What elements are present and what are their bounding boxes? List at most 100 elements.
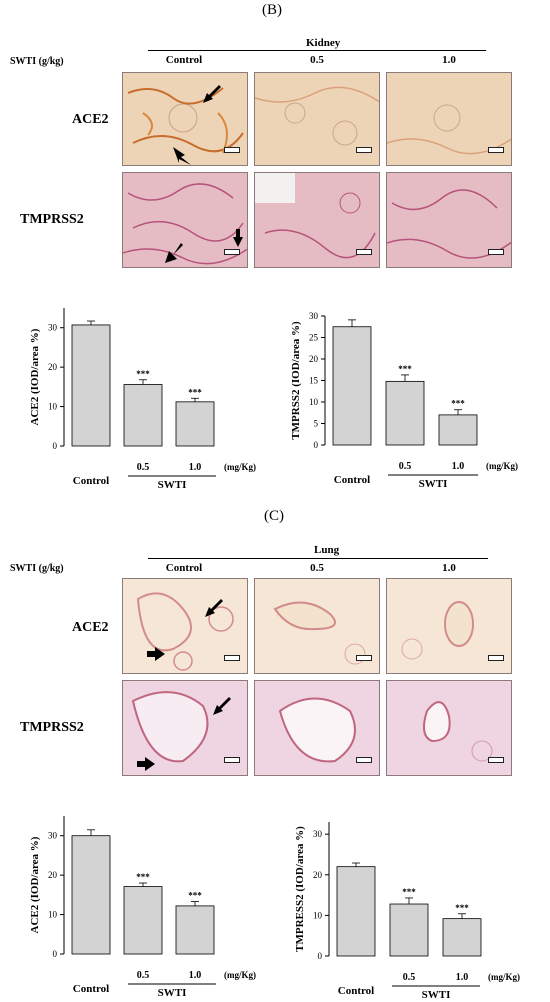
significance-marker: *** bbox=[136, 872, 150, 882]
micrograph-kidney-tmprss2-0.5 bbox=[254, 172, 380, 268]
row-label-ace2-kidney: ACE2 bbox=[72, 112, 109, 127]
micrograph-kidney-ace2-control bbox=[122, 72, 248, 166]
column-label-1.0-kidney: 1.0 bbox=[442, 54, 456, 66]
significance-marker: *** bbox=[188, 891, 202, 901]
arrow-icon bbox=[173, 147, 191, 165]
group-label: SWTI bbox=[422, 989, 451, 1001]
y-tick-label: 0 bbox=[318, 951, 323, 961]
arrow-icon bbox=[147, 647, 165, 661]
x-tick-label-control: Control bbox=[73, 983, 109, 995]
y-tick-label: 10 bbox=[313, 910, 323, 920]
x-tick-label-control: Control bbox=[338, 985, 374, 997]
group-label: SWTI bbox=[419, 478, 448, 490]
arrow-icon bbox=[205, 599, 223, 617]
organ-title-lung: Lung bbox=[314, 544, 340, 556]
group-label: SWTI bbox=[158, 987, 187, 999]
swti-dose-label-lung: SWTI (g/kg) bbox=[10, 563, 64, 574]
significance-marker: *** bbox=[136, 369, 150, 379]
column-label-control-lung: Control bbox=[165, 562, 203, 574]
micrograph-lung-ace2-control bbox=[122, 578, 248, 674]
y-tick-label: 5 bbox=[314, 419, 319, 429]
bar-chart-lung-tmpress2: 0 10 20 30 TMPRESS2 (IOD/area %) Control *** 0.… bbox=[294, 822, 520, 1001]
unit-label: (mg/Kg) bbox=[488, 972, 520, 982]
bar-chart-kidney-ace2: 0 10 20 30 ACE2 (IOD/area %) Control *** 0.5 ***… bbox=[29, 308, 256, 491]
significance-marker: *** bbox=[451, 399, 465, 409]
unit-label: (mg/Kg) bbox=[224, 462, 256, 472]
arrow-icon bbox=[137, 757, 155, 771]
tissue-texture bbox=[136, 592, 234, 671]
tissue-texture bbox=[255, 86, 379, 146]
micrograph-kidney-ace2-0.5 bbox=[254, 72, 380, 166]
scale-bar bbox=[356, 147, 372, 153]
bar-Control bbox=[71, 324, 111, 447]
micrograph-lung-ace2-1.0 bbox=[386, 578, 512, 674]
bar-1.0 bbox=[438, 414, 478, 446]
column-label-0.5-lung: 0.5 bbox=[310, 562, 324, 574]
tissue-texture bbox=[401, 601, 474, 660]
column-label-1.0-lung: 1.0 bbox=[442, 562, 456, 574]
panel-label-b: (B) bbox=[262, 2, 282, 18]
bar-0.5 bbox=[385, 380, 425, 446]
bar-1.0 bbox=[175, 905, 215, 955]
y-tick-label: 0 bbox=[314, 440, 319, 450]
y-axis-label: ACE2 (IOD/area %) bbox=[29, 836, 41, 933]
scale-bar bbox=[488, 249, 504, 255]
micrograph-lung-tmprss2-control bbox=[122, 680, 248, 776]
x-tick-label: 0.5 bbox=[137, 462, 150, 473]
scale-bar bbox=[224, 147, 240, 153]
y-tick-label: 20 bbox=[313, 870, 323, 880]
y-tick-label: 0 bbox=[53, 949, 58, 959]
bar-0.5 bbox=[123, 384, 163, 447]
y-tick-label: 10 bbox=[309, 397, 319, 407]
arrow-icon bbox=[203, 85, 221, 103]
bar-0.5 bbox=[123, 886, 163, 955]
row-label-tmprss2-kidney: TMPRSS2 bbox=[20, 212, 84, 227]
x-tick-label: 1.0 bbox=[452, 461, 465, 472]
micrograph-lung-tmprss2-1.0 bbox=[386, 680, 512, 776]
micrograph-kidney-tmprss2-control bbox=[122, 172, 248, 268]
micrograph-kidney-ace2-1.0 bbox=[386, 72, 512, 166]
y-tick-label: 10 bbox=[48, 402, 58, 412]
x-tick-label: 0.5 bbox=[137, 970, 150, 981]
bar-1.0 bbox=[175, 401, 215, 447]
significance-marker: *** bbox=[188, 387, 202, 397]
arrow-icon bbox=[233, 229, 243, 247]
unit-label: (mg/Kg) bbox=[486, 461, 518, 471]
x-tick-label: 1.0 bbox=[189, 970, 202, 981]
y-tick-label: 0 bbox=[53, 441, 58, 451]
y-tick-label: 30 bbox=[313, 829, 323, 839]
column-label-control-kidney: Control bbox=[165, 54, 203, 66]
panel-label-c: (C) bbox=[264, 508, 284, 524]
micrograph-lung-tmprss2-0.5 bbox=[254, 680, 380, 776]
group-label: SWTI bbox=[158, 479, 187, 491]
y-tick-label: 20 bbox=[48, 870, 58, 880]
x-tick-label: 0.5 bbox=[403, 972, 416, 983]
scale-bar bbox=[488, 757, 504, 763]
unit-label: (mg/Kg) bbox=[224, 970, 256, 980]
y-tick-label: 30 bbox=[48, 831, 58, 841]
y-axis-label: ACE2 (IOD/area %) bbox=[29, 328, 41, 425]
bar-chart-kidney-tmprss2: 0 5 10 15 20 25 30 TMPRSS2 (IOD/area %) Control *… bbox=[290, 311, 518, 490]
bar-Control bbox=[332, 326, 372, 446]
y-tick-label: 25 bbox=[309, 333, 319, 343]
scale-bar bbox=[356, 249, 372, 255]
scale-bar bbox=[488, 655, 504, 661]
row-label-ace2-lung: ACE2 bbox=[72, 620, 109, 635]
tissue-texture bbox=[278, 697, 356, 763]
tissue-texture bbox=[273, 601, 366, 665]
tissue-texture bbox=[422, 701, 493, 762]
tissue-texture bbox=[131, 691, 209, 763]
x-tick-label: 1.0 bbox=[189, 462, 202, 473]
y-tick-label: 20 bbox=[309, 354, 319, 364]
bar-Control bbox=[336, 866, 376, 957]
x-tick-label-control: Control bbox=[73, 475, 109, 487]
micrograph-kidney-tmprss2-1.0 bbox=[386, 172, 512, 268]
scale-bar bbox=[224, 757, 240, 763]
bar-Control bbox=[71, 835, 111, 955]
scale-bar bbox=[488, 147, 504, 153]
micrograph-lung-ace2-0.5 bbox=[254, 578, 380, 674]
arrow-icon bbox=[213, 697, 231, 715]
x-tick-label: 1.0 bbox=[456, 972, 469, 983]
bar-0.5 bbox=[389, 903, 429, 957]
y-tick-label: 15 bbox=[309, 376, 319, 386]
